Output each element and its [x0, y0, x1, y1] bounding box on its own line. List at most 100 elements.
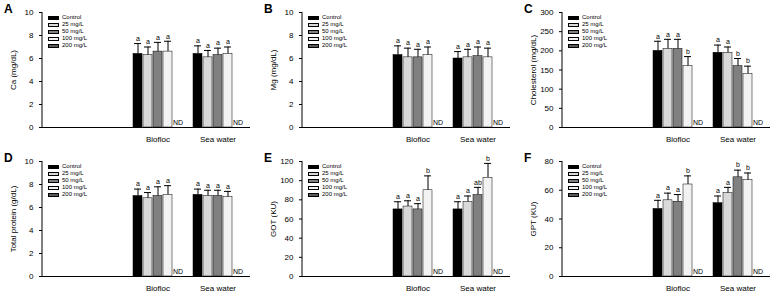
svg-text:a: a [486, 39, 490, 46]
svg-text:20: 20 [285, 253, 294, 262]
svg-text:a: a [416, 41, 420, 48]
svg-text:0: 0 [29, 272, 34, 281]
svg-text:0: 0 [29, 123, 34, 132]
svg-text:0: 0 [549, 272, 554, 281]
svg-text:a: a [676, 186, 680, 193]
svg-text:ND: ND [233, 119, 243, 126]
svg-text:Biofloc: Biofloc [146, 135, 170, 144]
svg-text:Sea water: Sea water [720, 284, 756, 293]
svg-text:60: 60 [285, 215, 294, 224]
svg-text:a: a [146, 38, 150, 45]
svg-text:Biofloc: Biofloc [406, 284, 430, 293]
svg-text:40: 40 [545, 215, 554, 224]
svg-text:b: b [686, 48, 690, 55]
svg-text:ND: ND [433, 119, 443, 126]
svg-text:a: a [146, 184, 150, 191]
svg-text:10: 10 [25, 157, 34, 166]
svg-text:a: a [206, 42, 210, 49]
svg-text:Sea water: Sea water [720, 135, 756, 144]
svg-text:0: 0 [549, 123, 554, 132]
svg-text:a: a [396, 193, 400, 200]
svg-text:a: a [156, 178, 160, 185]
svg-text:80: 80 [545, 157, 554, 166]
svg-text:a: a [726, 38, 730, 45]
svg-text:a: a [466, 187, 470, 194]
svg-text:a: a [726, 179, 730, 186]
svg-text:a: a [216, 39, 220, 46]
svg-text:100: 100 [280, 176, 294, 185]
svg-text:a: a [716, 36, 720, 43]
svg-text:4: 4 [289, 77, 294, 86]
svg-text:ND: ND [433, 268, 443, 275]
svg-text:a: a [676, 31, 680, 38]
svg-text:a: a [476, 38, 480, 45]
svg-text:ND: ND [173, 119, 183, 126]
svg-text:GPT (KU): GPT (KU) [529, 201, 538, 236]
svg-text:ND: ND [753, 119, 763, 126]
svg-text:ND: ND [233, 268, 243, 275]
svg-text:ab: ab [474, 179, 482, 186]
svg-text:b: b [426, 167, 430, 174]
svg-text:a: a [156, 34, 160, 41]
svg-text:Sea water: Sea water [460, 135, 496, 144]
svg-text:300: 300 [540, 8, 554, 17]
svg-text:Total protein (g/dL): Total protein (g/dL) [9, 185, 18, 252]
svg-text:a: a [136, 180, 140, 187]
svg-text:40: 40 [285, 234, 294, 243]
svg-text:ND: ND [693, 119, 703, 126]
svg-text:a: a [406, 192, 410, 199]
svg-text:80: 80 [285, 195, 294, 204]
svg-text:8: 8 [29, 180, 34, 189]
svg-text:250: 250 [540, 27, 554, 36]
svg-text:a: a [226, 183, 230, 190]
svg-text:a: a [456, 43, 460, 50]
svg-text:2: 2 [29, 100, 34, 109]
svg-text:4: 4 [29, 77, 34, 86]
svg-text:a: a [196, 37, 200, 44]
svg-text:Sea water: Sea water [460, 284, 496, 293]
svg-text:2: 2 [29, 249, 34, 258]
svg-text:Sea water: Sea water [200, 135, 236, 144]
svg-text:6: 6 [29, 203, 34, 212]
svg-text:a: a [416, 195, 420, 202]
svg-text:b: b [736, 161, 740, 168]
svg-text:a: a [666, 184, 670, 191]
svg-text:Biofloc: Biofloc [666, 135, 690, 144]
svg-text:60: 60 [545, 186, 554, 195]
svg-text:2: 2 [289, 100, 294, 109]
svg-text:4: 4 [29, 226, 34, 235]
svg-text:a: a [466, 41, 470, 48]
svg-text:a: a [206, 181, 210, 188]
svg-text:Mg (mg/dL): Mg (mg/dL) [269, 49, 278, 90]
svg-text:100: 100 [540, 85, 554, 94]
svg-text:a: a [716, 187, 720, 194]
svg-text:b: b [686, 167, 690, 174]
svg-text:200: 200 [540, 46, 554, 55]
svg-text:a: a [666, 31, 670, 38]
svg-text:ND: ND [493, 119, 503, 126]
svg-text:a: a [656, 32, 660, 39]
svg-text:a: a [226, 38, 230, 45]
svg-text:a: a [196, 180, 200, 187]
svg-text:120: 120 [280, 157, 294, 166]
svg-text:Biofloc: Biofloc [146, 284, 170, 293]
svg-text:150: 150 [540, 66, 554, 75]
svg-text:Sea water: Sea water [200, 284, 236, 293]
svg-text:Cholesterol (mg/dL): Cholesterol (mg/dL) [529, 35, 538, 106]
svg-text:a: a [406, 39, 410, 46]
svg-text:b: b [486, 155, 490, 162]
svg-text:a: a [166, 32, 170, 39]
svg-text:a: a [166, 177, 170, 184]
svg-text:8: 8 [289, 31, 294, 40]
svg-text:0: 0 [289, 123, 294, 132]
svg-text:b: b [736, 50, 740, 57]
svg-text:b: b [746, 164, 750, 171]
svg-text:a: a [396, 37, 400, 44]
svg-text:10: 10 [25, 8, 34, 17]
svg-text:20: 20 [545, 243, 554, 252]
svg-text:ND: ND [493, 268, 503, 275]
svg-text:Biofloc: Biofloc [666, 284, 690, 293]
svg-text:8: 8 [29, 31, 34, 40]
svg-text:ND: ND [693, 268, 703, 275]
svg-text:50: 50 [545, 104, 554, 113]
